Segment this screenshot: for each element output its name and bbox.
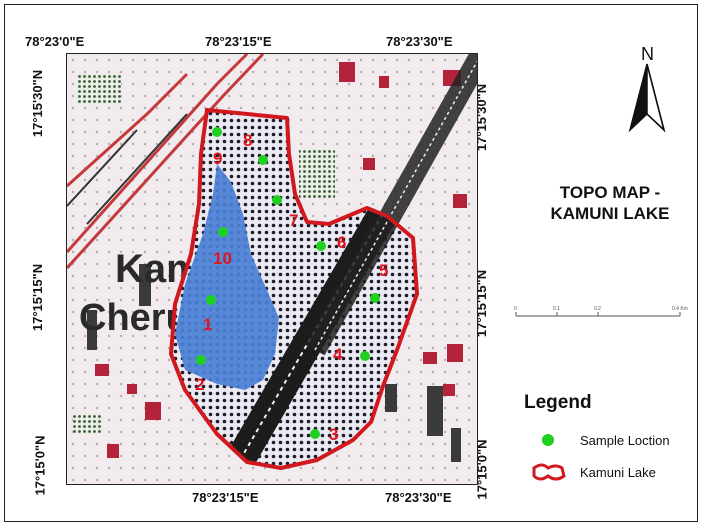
water-body [175, 164, 279, 390]
sample-label-1: 1 [203, 315, 212, 334]
sample-point-10 [218, 227, 228, 237]
left-coord-label: 17°15'15"N [30, 263, 46, 332]
map-title-line2: KAMUNI LAKE [550, 204, 670, 223]
legend-item-lake: Kamuni Lake [528, 460, 656, 484]
sample-label-4: 4 [333, 345, 343, 364]
legend-item-label: Kamuni Lake [580, 464, 656, 480]
legend-title: Legend [524, 392, 592, 413]
bottom-coord-label: 78°23'30"E [385, 490, 452, 505]
sample-label-9: 9 [213, 149, 222, 168]
map-title-line1: TOPO MAP - [559, 183, 661, 202]
top-coord-label: 78°23'0"E [25, 34, 85, 49]
sample-label-2: 2 [195, 375, 204, 394]
scale-tick-label: 0.1 [553, 306, 560, 312]
map-frame [4, 4, 698, 522]
north-arrow-icon [628, 63, 666, 133]
map-title: TOPO MAP - KAMUNI LAKE [520, 182, 700, 224]
scale-tick-label: 0.4 Km [672, 306, 688, 312]
sample-point-7 [272, 195, 282, 205]
lake-outline-icon [532, 463, 566, 481]
vegetation-patches [73, 74, 335, 434]
topo-map[interactable]: Kamuni Ch Cheruvu 29 [66, 53, 478, 485]
top-coord-label: 78°23'30"E [386, 34, 453, 49]
sample-point-2 [196, 355, 206, 365]
tree-symbols [87, 264, 461, 462]
north-letter: N [641, 44, 654, 64]
legend-item-sample: Sample Loction [528, 428, 670, 452]
scale-tick-label: 0 [514, 306, 517, 312]
sample-point-5 [370, 293, 380, 303]
scale-bar: 0 0.1 0.2 0.4 Km [514, 306, 688, 317]
sample-label-10: 10 [213, 249, 232, 268]
sample-point-8 [258, 155, 268, 165]
sample-label-3: 3 [329, 425, 338, 444]
sample-point-4 [360, 351, 370, 361]
sample-point-1 [206, 295, 216, 305]
legend-item-label: Sample Loction [580, 432, 670, 448]
building-blocks [95, 62, 467, 458]
sample-label-7: 7 [289, 211, 298, 230]
sample-point-3 [310, 429, 320, 439]
top-coord-label: 78°23'15"E [205, 34, 272, 49]
sample-point-6 [316, 241, 326, 251]
lake-boundary [169, 108, 419, 470]
scale-tick-label: 0.2 [594, 306, 601, 312]
topo-map-svg: Kamuni Ch Cheruvu 29 [67, 54, 477, 484]
sample-points [196, 127, 380, 439]
left-coord-label: 17°15'30"N [30, 69, 46, 138]
sample-point-9 [212, 127, 222, 137]
sample-label-6: 6 [337, 233, 346, 252]
left-coord-label: 17°15'0"N [32, 435, 48, 496]
sample-point-icon [542, 434, 554, 446]
sample-label-8: 8 [243, 131, 252, 150]
bottom-coord-label: 78°23'15"E [192, 490, 259, 505]
road-lines [67, 54, 265, 270]
sample-label-5: 5 [379, 261, 388, 280]
